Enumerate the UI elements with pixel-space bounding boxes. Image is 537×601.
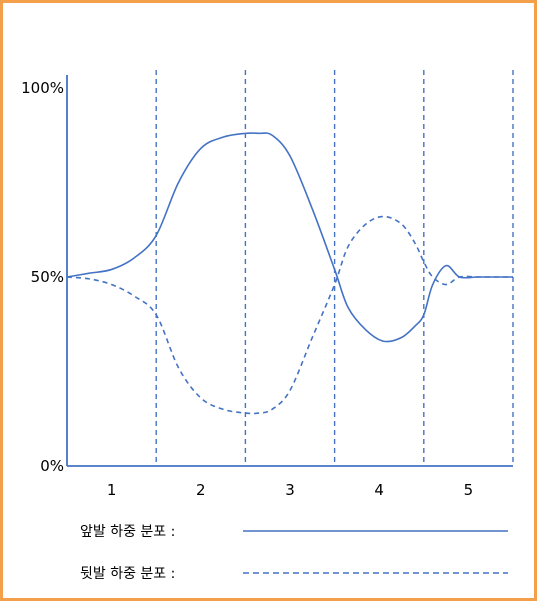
fore-foot-load-line [66, 132, 513, 343]
y-tick-label: 100% [21, 79, 64, 97]
x-tick-label: 4 [374, 481, 384, 499]
x-tick-labels: 1 2 3 4 5 [107, 481, 473, 499]
x-tick-label: 1 [107, 481, 117, 499]
series-lines [66, 132, 513, 415]
legend-label: 앞발 하중 분포 : [80, 524, 175, 540]
x-tick-label: 5 [464, 481, 474, 499]
y-tick-labels: 100% 50% 0% [21, 79, 64, 475]
y-tick-label: 0% [40, 457, 64, 475]
hind-foot-load-line [66, 215, 513, 415]
x-tick-label: 2 [196, 481, 206, 499]
axes [66, 75, 513, 467]
legend-label: 뒷발 하중 분포 : [80, 566, 175, 582]
x-tick-label: 3 [285, 481, 295, 499]
y-tick-label: 50% [31, 268, 64, 286]
legend: 앞발 하중 분포 : 뒷발 하중 분포 : [80, 524, 508, 582]
